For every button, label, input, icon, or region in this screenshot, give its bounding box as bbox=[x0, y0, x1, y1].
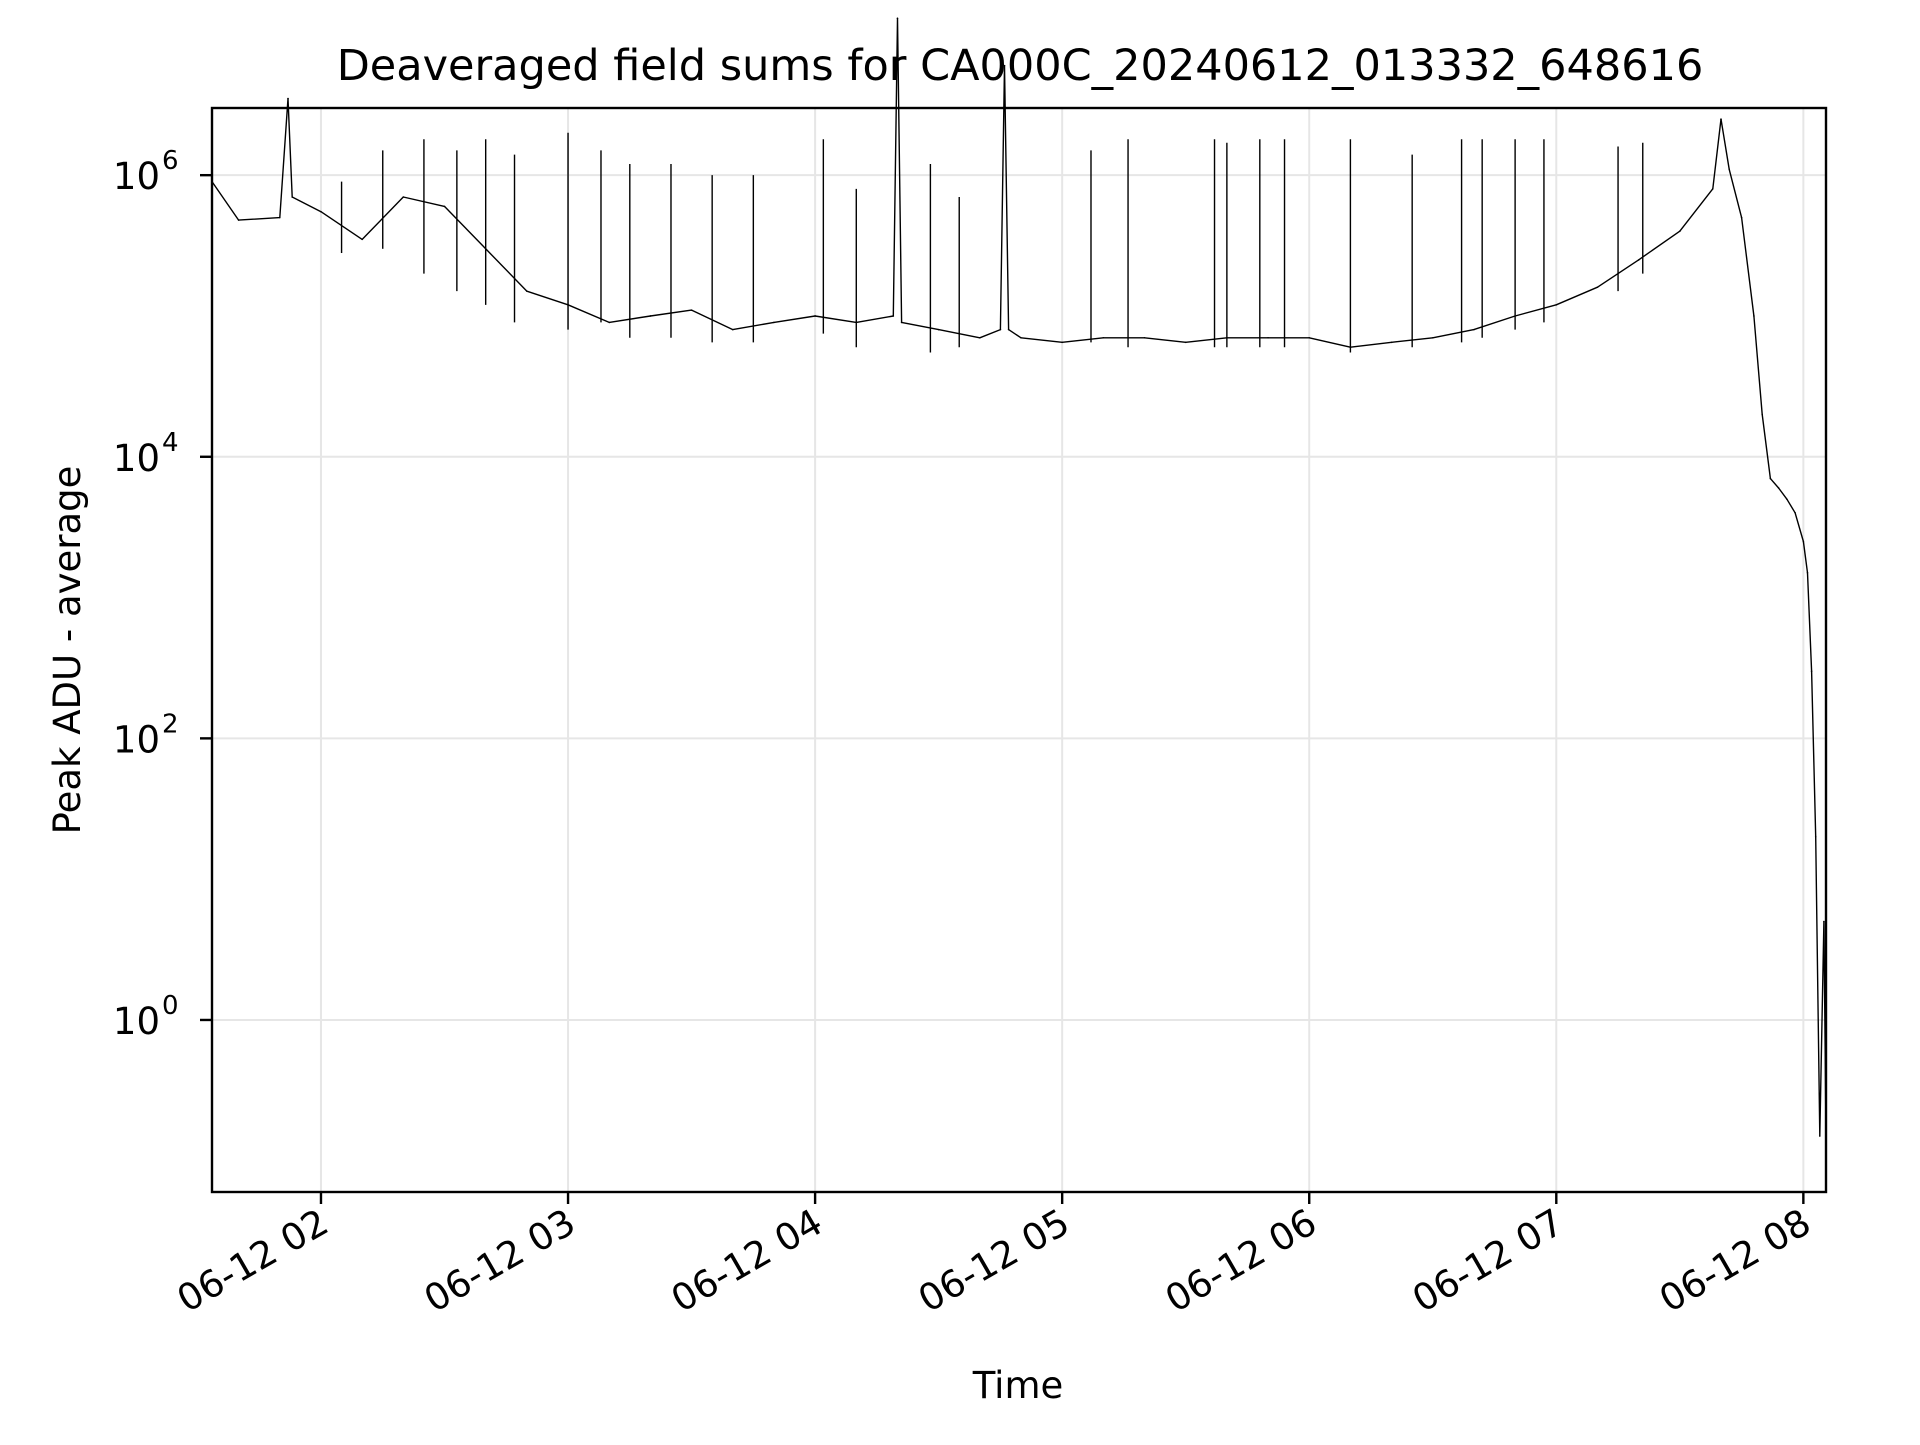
data-point bbox=[937, 328, 940, 331]
series-area bbox=[211, 17, 1827, 1137]
data-point bbox=[291, 196, 293, 198]
data-point bbox=[1637, 259, 1640, 261]
data-point bbox=[1761, 413, 1763, 416]
data-point bbox=[1184, 341, 1187, 344]
data-point bbox=[608, 321, 611, 324]
data-point bbox=[1679, 230, 1681, 233]
data-point bbox=[1711, 188, 1714, 190]
data-point bbox=[814, 315, 816, 317]
data-point bbox=[1777, 487, 1780, 489]
data-point bbox=[999, 328, 1002, 331]
data-point bbox=[1802, 540, 1805, 543]
data-point bbox=[1596, 286, 1599, 289]
data-point bbox=[1003, 64, 1006, 67]
data-point bbox=[1740, 216, 1743, 219]
y-tick-label: 10 bbox=[113, 718, 160, 761]
grid bbox=[212, 108, 1826, 1192]
data-point bbox=[690, 309, 693, 311]
y-tick-base: 10 bbox=[113, 718, 160, 761]
data-point bbox=[237, 219, 240, 221]
data-point bbox=[1102, 336, 1105, 339]
y-axis-label: Peak ADU - average bbox=[46, 466, 89, 835]
data-point bbox=[1769, 477, 1772, 480]
data-point bbox=[443, 205, 446, 208]
data-point bbox=[1786, 498, 1788, 500]
data-point bbox=[402, 196, 405, 198]
data-point bbox=[1753, 315, 1755, 317]
x-axis-label: Time bbox=[972, 1364, 1064, 1407]
data-point bbox=[1814, 835, 1817, 838]
data-point bbox=[287, 97, 289, 100]
plot-frame bbox=[210, 106, 1828, 1194]
y-tick-exponent: 6 bbox=[162, 146, 179, 176]
data-point bbox=[1555, 304, 1558, 306]
data-point bbox=[1728, 168, 1731, 171]
data-point bbox=[1810, 670, 1813, 672]
data-point bbox=[279, 216, 281, 219]
data-point bbox=[1794, 512, 1796, 514]
data-point bbox=[892, 315, 895, 317]
y-tick-exponent: 4 bbox=[162, 428, 179, 458]
data-point bbox=[979, 336, 981, 339]
y-tick-label: 10 bbox=[113, 155, 160, 198]
data-point bbox=[1267, 336, 1269, 339]
data-point bbox=[773, 321, 775, 324]
data-point bbox=[896, 17, 899, 20]
data-point bbox=[649, 315, 652, 317]
y-tick-base: 10 bbox=[113, 437, 160, 480]
data-point bbox=[900, 321, 903, 324]
data-point bbox=[1473, 328, 1475, 331]
data-point bbox=[320, 210, 322, 213]
data-point bbox=[1020, 336, 1022, 339]
data-point bbox=[1308, 336, 1311, 339]
data-point bbox=[526, 290, 528, 292]
data-point bbox=[1720, 118, 1722, 120]
y-tick-base: 10 bbox=[113, 155, 160, 198]
y-tick-base: 10 bbox=[113, 1000, 160, 1043]
data-point bbox=[1143, 336, 1146, 339]
y-tick-label: 10 bbox=[113, 1000, 160, 1043]
data-point bbox=[1819, 1135, 1821, 1137]
data-point bbox=[1431, 336, 1434, 339]
data-point bbox=[1007, 328, 1010, 331]
data-point bbox=[1390, 341, 1393, 344]
data-point bbox=[1061, 341, 1063, 344]
y-tick-exponent: 2 bbox=[162, 709, 179, 739]
y-tick-label: 10 bbox=[113, 437, 160, 480]
y-tick-exponent: 0 bbox=[162, 991, 179, 1021]
data-point bbox=[1806, 571, 1809, 574]
chart-title: Deaveraged field sums for CA000C_2024061… bbox=[337, 41, 1704, 91]
data-point bbox=[1823, 920, 1825, 923]
data-point bbox=[731, 328, 734, 331]
data-point bbox=[361, 238, 363, 241]
